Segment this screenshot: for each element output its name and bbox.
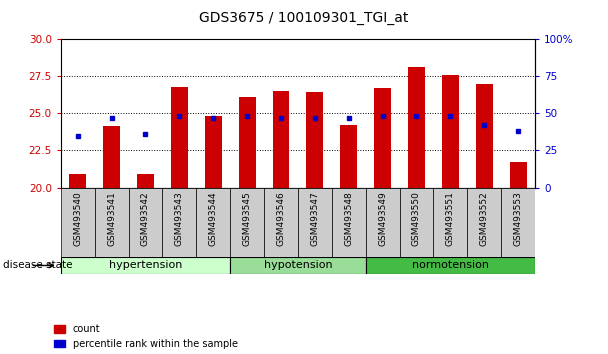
Text: GSM493553: GSM493553 — [514, 191, 523, 246]
Text: GSM493548: GSM493548 — [344, 191, 353, 246]
Bar — [205, 116, 222, 188]
Text: GSM493551: GSM493551 — [446, 191, 455, 246]
Bar — [306, 92, 323, 188]
Bar — [61, 188, 95, 257]
Text: disease state: disease state — [3, 261, 72, 270]
Bar — [434, 188, 468, 257]
Text: hypertension: hypertension — [109, 261, 182, 270]
Bar — [230, 257, 365, 274]
Bar — [510, 162, 527, 188]
Text: GSM493550: GSM493550 — [412, 191, 421, 246]
Bar — [501, 188, 535, 257]
Text: GSM493552: GSM493552 — [480, 191, 489, 246]
Bar — [399, 188, 434, 257]
Text: GSM493546: GSM493546 — [277, 191, 286, 246]
Text: normotension: normotension — [412, 261, 489, 270]
Bar — [103, 126, 120, 188]
Bar — [365, 257, 535, 274]
Bar — [61, 257, 230, 274]
Bar — [475, 84, 492, 188]
Bar — [162, 188, 196, 257]
Bar — [171, 86, 188, 188]
Bar — [272, 91, 289, 188]
Bar — [264, 188, 298, 257]
Text: GSM493540: GSM493540 — [73, 191, 82, 246]
Text: GSM493547: GSM493547 — [310, 191, 319, 246]
Bar — [374, 88, 391, 188]
Bar — [95, 188, 128, 257]
Bar — [230, 188, 264, 257]
Bar — [69, 174, 86, 188]
Text: GSM493543: GSM493543 — [175, 191, 184, 246]
Text: hypotension: hypotension — [264, 261, 332, 270]
Bar — [365, 188, 399, 257]
Text: GSM493544: GSM493544 — [209, 191, 218, 246]
Bar — [468, 188, 501, 257]
Text: GSM493541: GSM493541 — [107, 191, 116, 246]
Legend: count, percentile rank within the sample: count, percentile rank within the sample — [54, 324, 238, 349]
Text: GSM493542: GSM493542 — [141, 191, 150, 246]
Bar — [408, 67, 425, 188]
Text: GSM493545: GSM493545 — [243, 191, 252, 246]
Bar — [332, 188, 365, 257]
Bar — [442, 75, 459, 188]
Bar — [340, 125, 357, 188]
Bar — [238, 97, 255, 188]
Bar — [128, 188, 162, 257]
Bar — [196, 188, 230, 257]
Text: GSM493549: GSM493549 — [378, 191, 387, 246]
Bar — [137, 174, 154, 188]
Text: GDS3675 / 100109301_TGI_at: GDS3675 / 100109301_TGI_at — [199, 11, 409, 25]
Bar — [298, 188, 332, 257]
